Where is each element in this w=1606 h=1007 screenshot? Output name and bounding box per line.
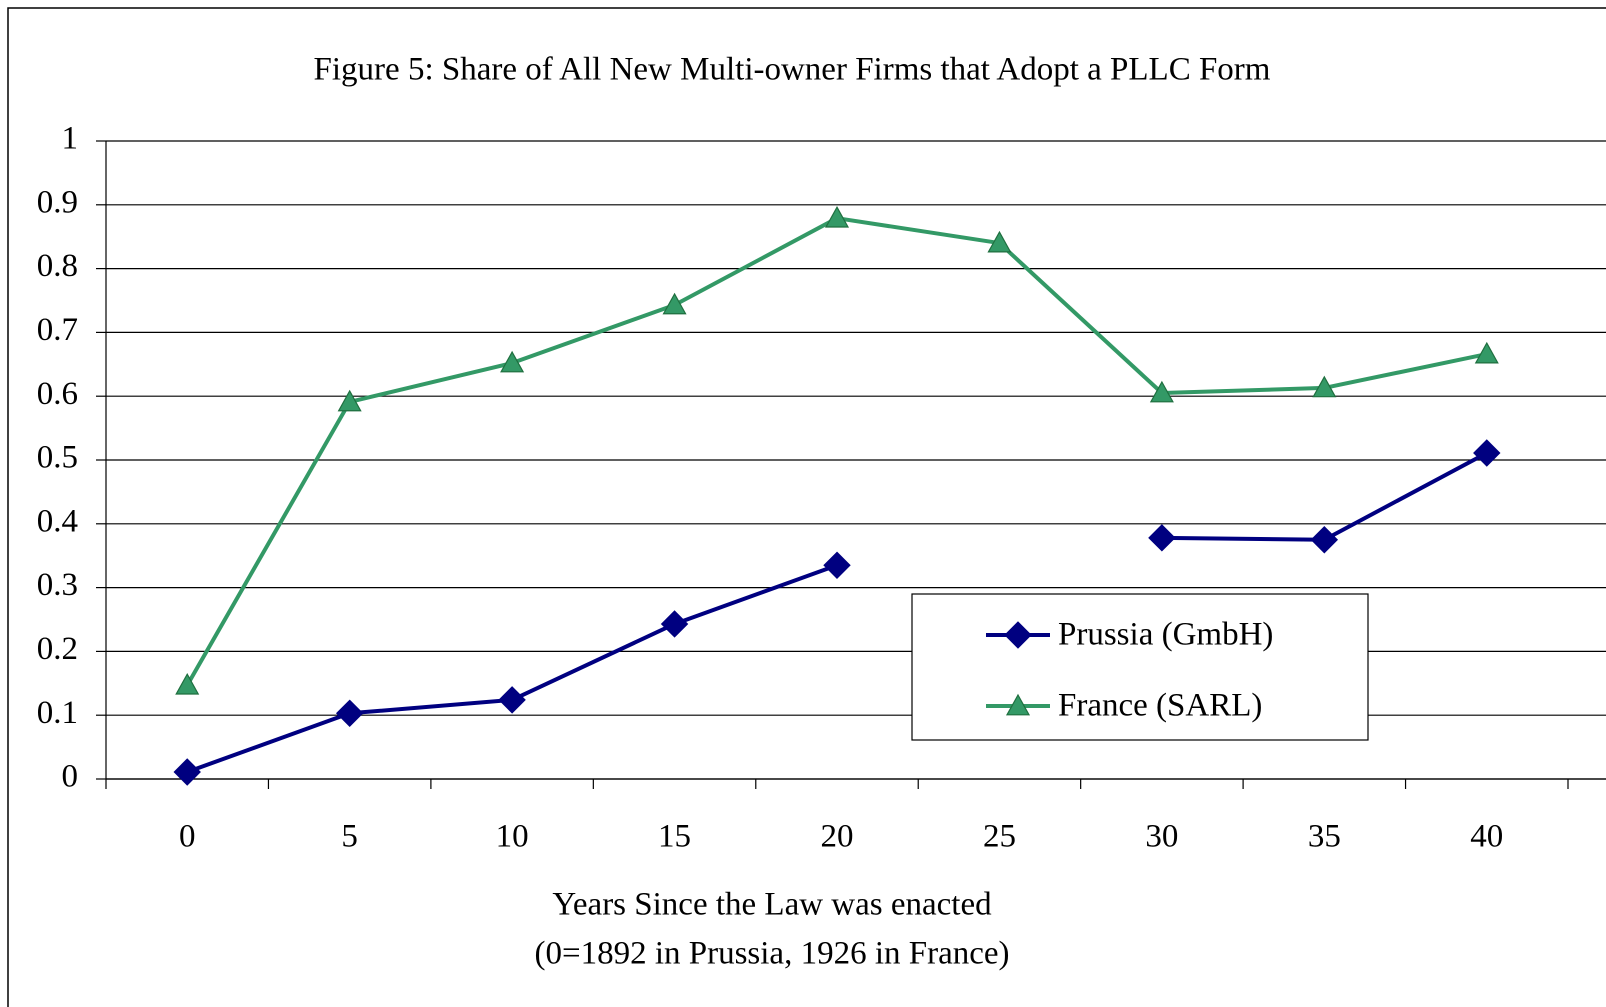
y-tick-label: 0	[62, 759, 79, 795]
x-tick-label: 40	[1470, 819, 1503, 855]
marker	[660, 610, 689, 638]
legend-label: Prussia (GmbH)	[1058, 617, 1273, 653]
x-axis-label: (0=1892 in Prussia, 1926 in France)	[534, 936, 1009, 972]
chart-title: Figure 5: Share of All New Multi-owner F…	[314, 52, 1271, 88]
marker	[173, 758, 201, 786]
marker	[1312, 375, 1337, 398]
marker	[1473, 439, 1501, 467]
x-tick-label: 35	[1308, 819, 1341, 855]
y-tick-label: 0.8	[37, 248, 78, 284]
y-tick-label: 0.2	[37, 631, 78, 667]
marker	[337, 389, 362, 412]
marker	[175, 672, 200, 695]
y-tick-label: 0.9	[37, 184, 78, 220]
marker	[1310, 526, 1339, 554]
marker	[1149, 380, 1174, 403]
y-tick-label: 0.6	[37, 376, 78, 412]
y-tick-label: 0.4	[37, 503, 78, 539]
marker	[500, 350, 525, 373]
x-tick-label: 20	[821, 819, 854, 855]
marker	[662, 292, 687, 315]
legend-label: France (SARL)	[1058, 688, 1262, 724]
x-tick-label: 30	[1145, 819, 1178, 855]
y-tick-label: 0.3	[37, 567, 78, 603]
marker	[824, 205, 850, 228]
marker	[987, 230, 1012, 253]
legend-marker	[1005, 693, 1031, 716]
legend-box	[911, 593, 1369, 741]
y-tick-label: 0.1	[37, 695, 78, 731]
marker	[823, 551, 851, 579]
x-tick-label: 10	[496, 819, 529, 855]
x-tick-label: 15	[658, 819, 691, 855]
y-tick-label: 0.7	[37, 312, 78, 348]
x-tick-label: 5	[341, 819, 358, 855]
marker	[335, 699, 364, 727]
y-tick-label: 0.5	[37, 440, 78, 476]
legend-marker	[1004, 621, 1032, 649]
x-axis-label: Years Since the Law was enacted	[552, 887, 992, 923]
marker	[498, 686, 526, 714]
marker	[1148, 524, 1176, 552]
chart-frame	[7, 7, 1606, 1007]
y-tick-label: 1	[62, 121, 79, 157]
x-tick-label: 25	[983, 819, 1016, 855]
x-tick-label: 0	[179, 819, 196, 855]
marker	[1474, 341, 1499, 364]
